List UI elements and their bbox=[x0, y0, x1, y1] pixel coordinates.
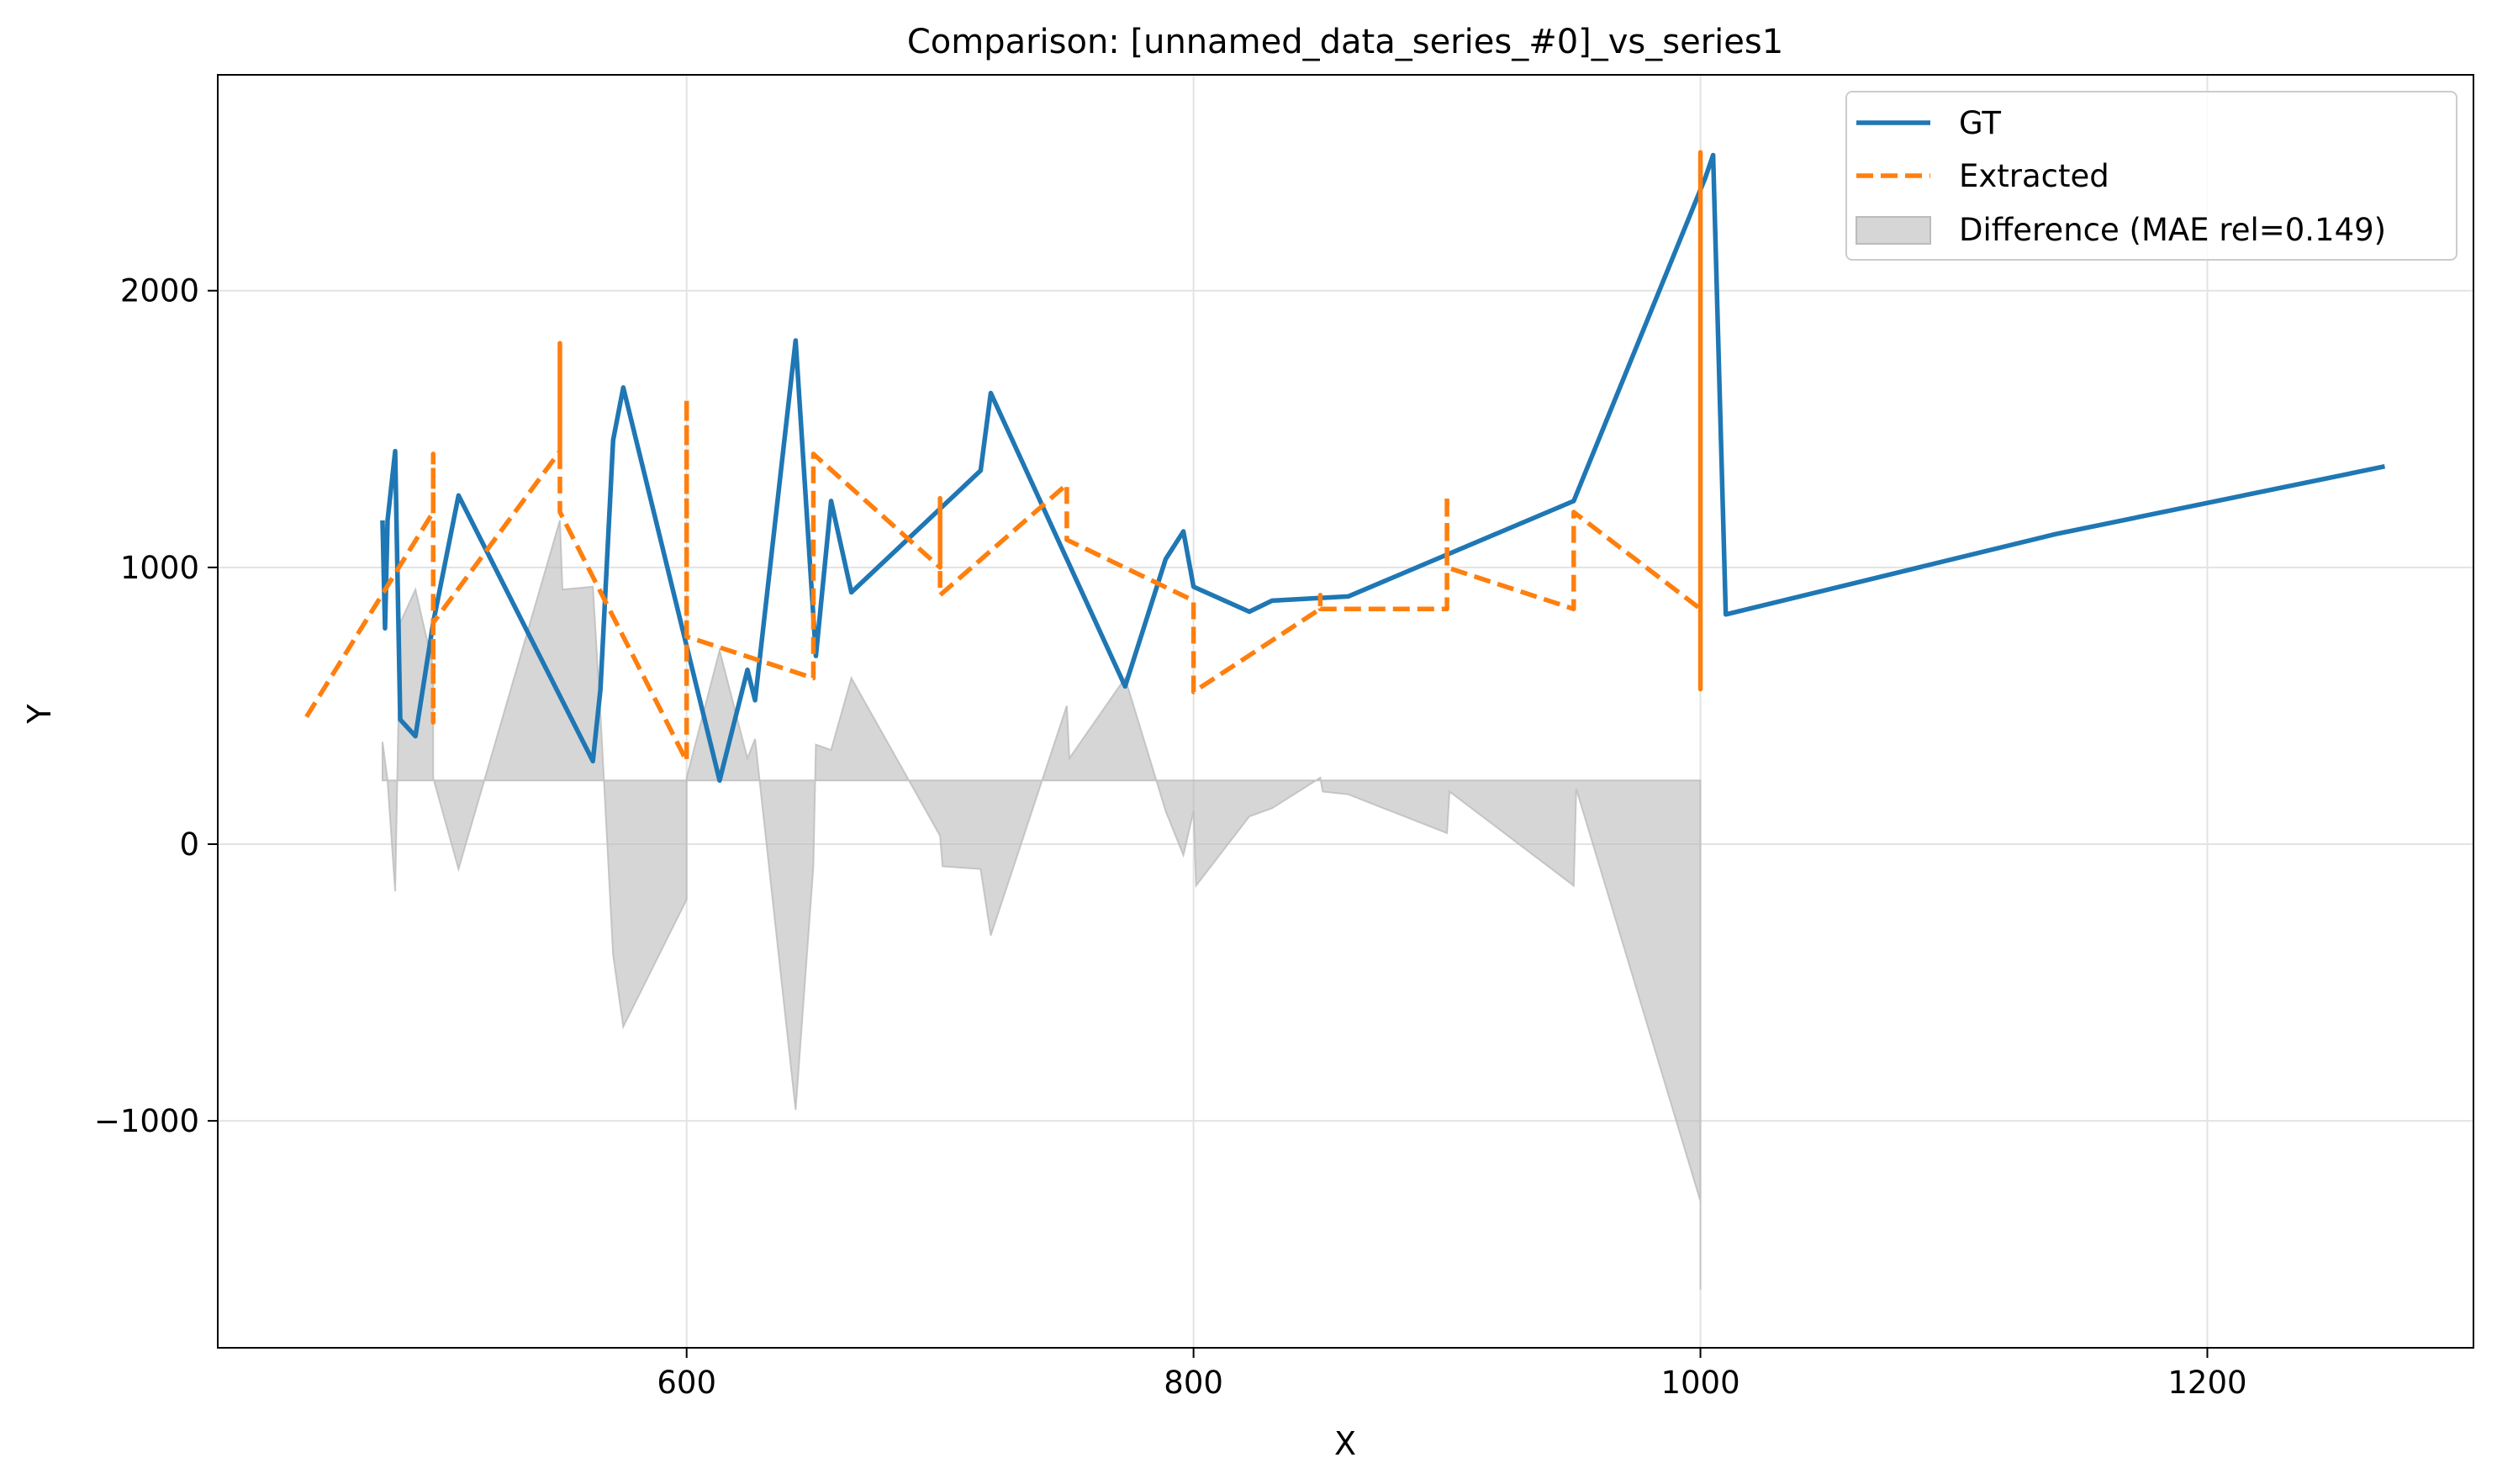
legend-swatch-difference bbox=[1856, 216, 1931, 245]
plot-frame bbox=[217, 74, 2474, 1349]
legend-label-gt: GT bbox=[1959, 105, 2001, 141]
x-axis-label: X bbox=[1334, 1425, 1356, 1462]
extracted-series-line bbox=[304, 150, 1703, 763]
y-tick-label: −1000 bbox=[94, 1103, 199, 1139]
x-tick-label: 800 bbox=[1164, 1365, 1223, 1401]
legend-label-extracted: Extracted bbox=[1959, 158, 2109, 194]
y-tick-label: 2000 bbox=[120, 273, 199, 309]
series-line-layer bbox=[304, 150, 2386, 784]
y-tick-label: 0 bbox=[179, 826, 199, 863]
legend: GT Extracted Difference (MAE rel=0.149) bbox=[1845, 91, 2457, 261]
y-axis-label: Y bbox=[21, 704, 58, 725]
x-tick-label: 1200 bbox=[2167, 1365, 2246, 1401]
chart-title: Comparison: [unnamed_data_series_#0]_vs_… bbox=[907, 23, 1783, 61]
x-tick-label: 1000 bbox=[1660, 1365, 1739, 1401]
legend-label-difference: Difference (MAE rel=0.149) bbox=[1959, 212, 2386, 248]
x-tick-label: 600 bbox=[657, 1365, 716, 1401]
gt-series-line bbox=[380, 152, 2386, 784]
legend-box bbox=[1845, 91, 2457, 261]
tick-layer: 600 800 1000 1200 −1000 0 1000 2000 bbox=[94, 273, 2247, 1401]
difference-area bbox=[381, 520, 1702, 1290]
y-tick-label: 1000 bbox=[120, 550, 199, 586]
difference-fill-layer bbox=[381, 520, 1702, 1290]
